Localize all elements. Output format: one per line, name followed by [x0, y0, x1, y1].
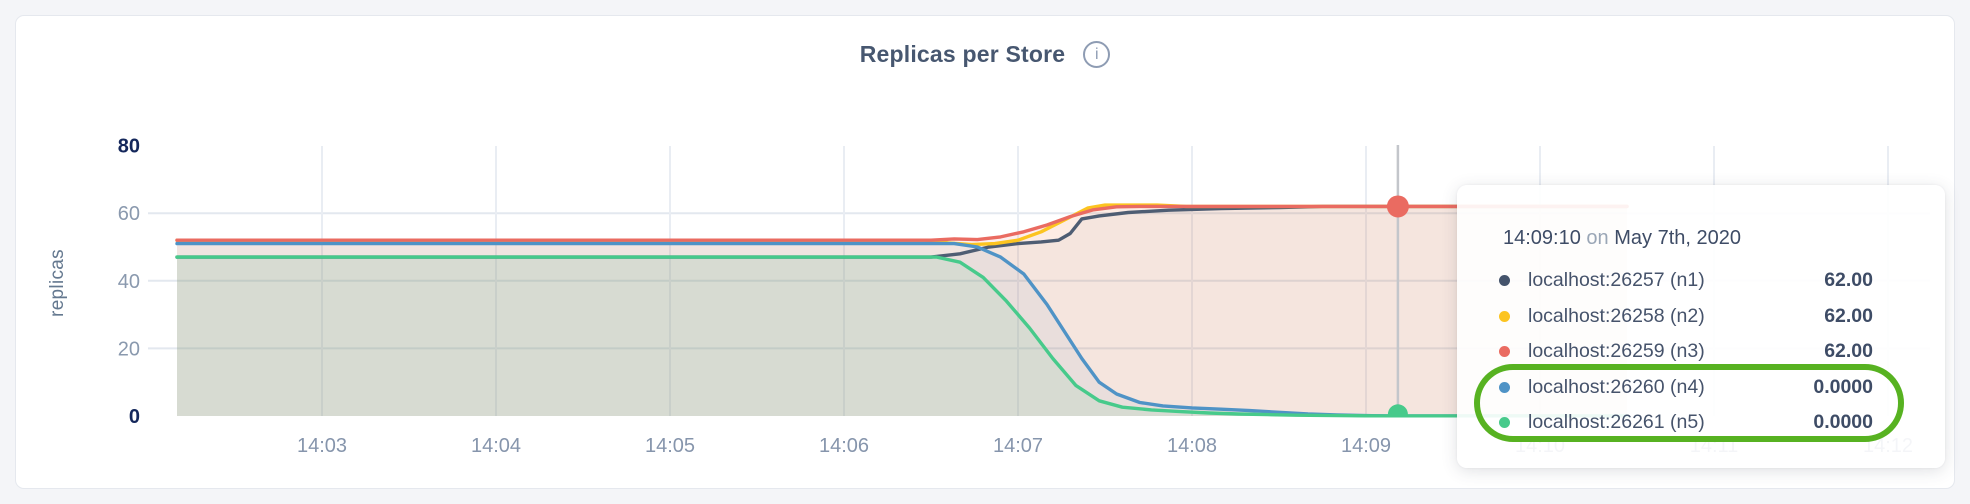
series-value: 62.00 — [1824, 340, 1873, 363]
x-tick-label: 14:08 — [1167, 435, 1217, 457]
y-tick-label: 20 — [118, 338, 140, 360]
hover-tooltip: 14:09:10 on May 7th, 2020 localhost:2625… — [1457, 185, 1945, 468]
tooltip-date: May 7th, 2020 — [1614, 227, 1741, 249]
x-tick-label: 14:03 — [297, 435, 347, 457]
tooltip-time: 14:09:10 — [1503, 227, 1581, 249]
hover-marker — [1386, 145, 1409, 418]
hover-dot-localhost:26261 (n5) — [1387, 404, 1408, 418]
tooltip-series-list: localhost:26257 (n1) 62.00 localhost:26258… — [1499, 263, 1873, 441]
series-area-localhost:26260 (n4) — [177, 243, 1627, 416]
series-line-localhost:26259 (n3) — [175, 204, 1629, 242]
series-value: 0.0000 — [1813, 375, 1873, 398]
tooltip-row: localhost:26259 (n3) 62.00 — [1499, 334, 1873, 370]
series-dot-icon — [1499, 310, 1510, 322]
series-dot-icon — [1499, 346, 1510, 358]
series-dot-icon — [1499, 417, 1510, 429]
x-tick-label: 14:05 — [645, 435, 695, 457]
x-tick-label: 14:04 — [471, 435, 521, 457]
series-line-localhost:26261 (n5) — [175, 255, 1629, 418]
series-label: localhost:26257 (n1) — [1528, 269, 1705, 292]
y-axis-title: replicas — [47, 249, 68, 317]
y-axis-tick-labels: 0 20 40 60 80 — [118, 136, 140, 428]
x-tick-label: 14:06 — [819, 435, 869, 457]
tooltip-connector: on — [1586, 227, 1609, 249]
tooltip-row: localhost:26261 (n5) 0.0000 — [1499, 405, 1873, 441]
series-value: 0.0000 — [1813, 411, 1873, 434]
tooltip-timestamp: 14:09:10 on May 7th, 2020 — [1503, 225, 1873, 251]
x-tick-label: 14:07 — [993, 435, 1043, 457]
chart-title: Replicas per Store — [859, 40, 1066, 67]
y-tick-label: 40 — [118, 271, 140, 293]
tooltip-row: localhost:26258 (n2) 62.00 — [1499, 299, 1873, 335]
series-lines — [175, 203, 1629, 418]
tooltip-row: localhost:26260 (n4) 0.0000 — [1499, 370, 1873, 406]
series-areas — [177, 205, 1627, 416]
series-label: localhost:26260 (n4) — [1528, 375, 1705, 398]
series-label: localhost:26259 (n3) — [1528, 340, 1705, 363]
series-area-localhost:26261 (n5) — [177, 257, 1627, 416]
hover-dot-localhost:26259 (n3) — [1386, 195, 1409, 218]
info-icon[interactable]: i — [1083, 40, 1111, 68]
series-value: 62.00 — [1824, 304, 1873, 327]
y-tick-label: 0 — [129, 406, 140, 428]
series-dot-icon — [1499, 381, 1510, 393]
chart-header: Replicas per Store i — [0, 38, 1970, 70]
x-tick-label: 14:09 — [1341, 435, 1391, 457]
series-label: localhost:26261 (n5) — [1528, 411, 1705, 434]
tooltip-row: localhost:26257 (n1) 62.00 — [1499, 263, 1873, 299]
series-dot-icon — [1499, 275, 1510, 287]
y-tick-label: 60 — [118, 203, 140, 225]
series-value: 62.00 — [1824, 269, 1873, 292]
y-tick-label: 80 — [118, 136, 140, 158]
series-label: localhost:26258 (n2) — [1528, 304, 1705, 327]
